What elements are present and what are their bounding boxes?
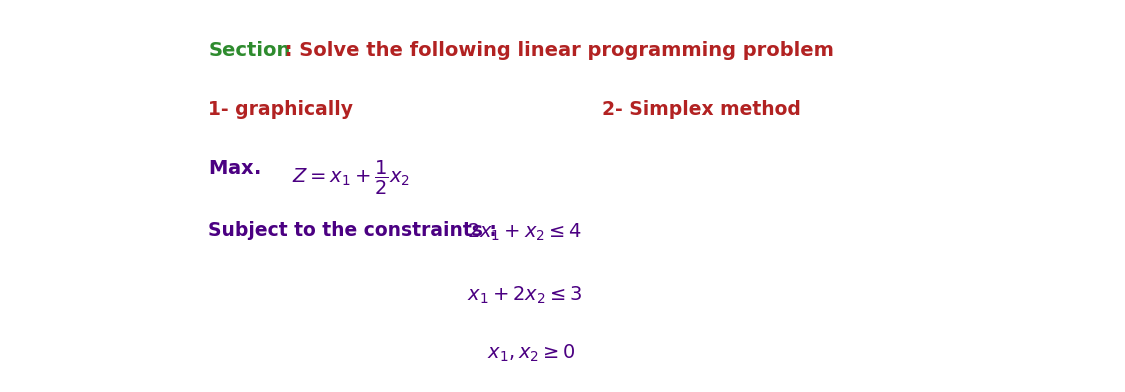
Text: $\mathbf{Max.}$: $\mathbf{Max.}$ [208, 159, 261, 178]
Text: : Solve the following linear programming problem: : Solve the following linear programming… [278, 41, 834, 60]
Text: $x_1, x_2 \geq 0$: $x_1, x_2 \geq 0$ [487, 343, 576, 364]
Text: 2- Simplex method: 2- Simplex method [602, 100, 801, 119]
Text: Section: Section [208, 41, 290, 60]
Text: $Z = x_1 + \dfrac{1}{2}x_2$: $Z = x_1 + \dfrac{1}{2}x_2$ [292, 159, 411, 197]
Text: 1- graphically: 1- graphically [208, 100, 353, 119]
Text: $2x_1 + x_2 \leq 4$: $2x_1 + x_2 \leq 4$ [467, 221, 582, 243]
Text: Subject to the constraints :: Subject to the constraints : [208, 221, 504, 240]
Text: $x_1 + 2x_2 \leq 3$: $x_1 + 2x_2 \leq 3$ [467, 284, 582, 305]
